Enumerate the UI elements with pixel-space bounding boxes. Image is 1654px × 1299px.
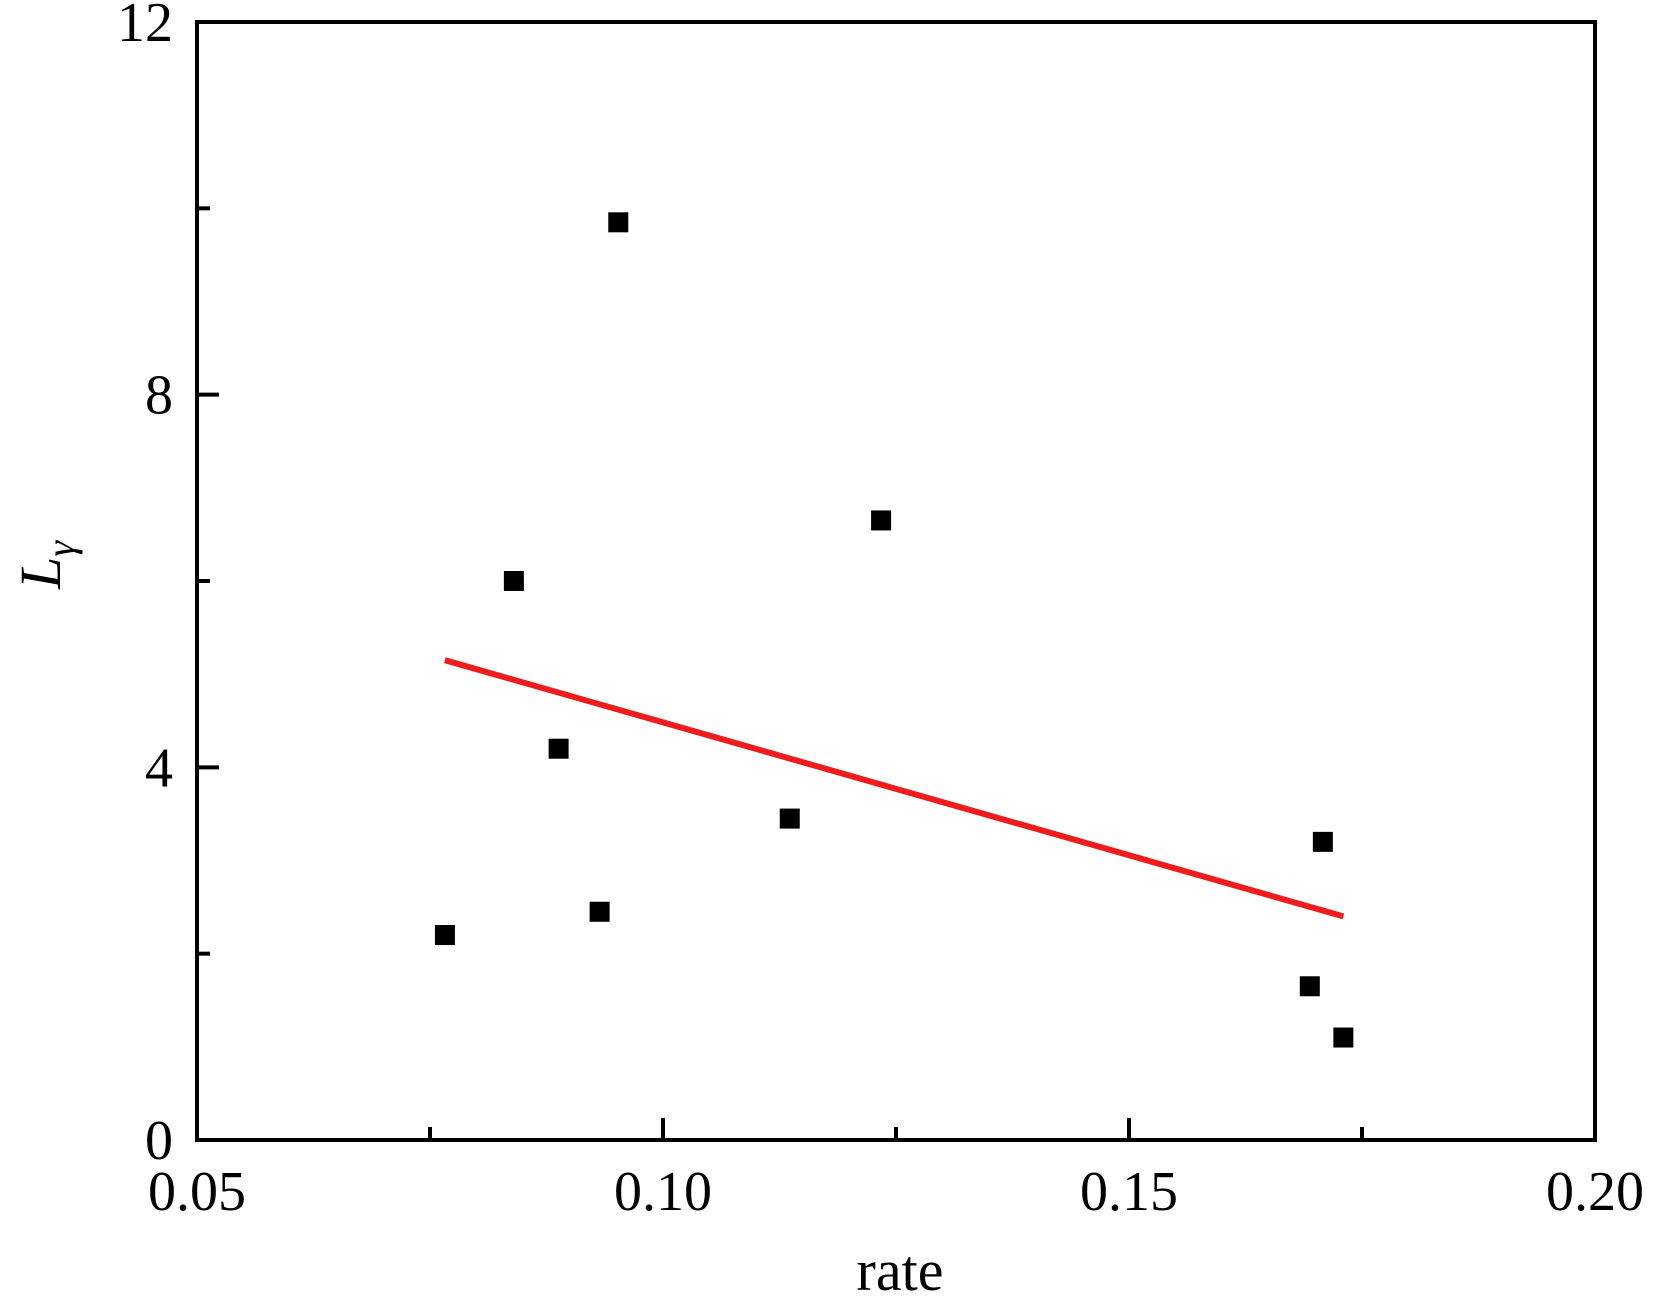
y-axis-title-main: L <box>8 557 73 590</box>
y-axis-title-text: Lγ <box>8 540 83 590</box>
y-axis-title-subscript: γ <box>38 540 83 557</box>
x-tick-label: 0.20 <box>1546 1161 1644 1223</box>
fit-line <box>444 657 1345 920</box>
y-tick-label: 12 <box>117 0 173 54</box>
data-point <box>1299 976 1320 997</box>
data-point <box>434 925 455 946</box>
data-point <box>548 738 569 759</box>
x-tick-label: 0.05 <box>148 1161 246 1223</box>
x-tick-label: 0.10 <box>614 1161 712 1223</box>
y-tick-label: 8 <box>145 365 173 427</box>
data-point <box>1333 1027 1354 1048</box>
data-point <box>503 571 524 591</box>
data-point <box>608 212 629 233</box>
y-tick-label: 0 <box>145 1110 173 1172</box>
tick-labels: 0.05 0.10 0.15 0.20 0 4 8 12 <box>117 0 1644 1223</box>
data-point <box>589 901 610 922</box>
data-point <box>871 510 892 531</box>
y-tick-label: 4 <box>145 737 173 799</box>
fit-line-layer <box>444 657 1345 920</box>
data-points <box>434 212 1354 1048</box>
plot-area <box>195 20 1597 1142</box>
axis-ticks <box>195 20 1597 1142</box>
y-axis-title: Lγ <box>8 540 83 590</box>
data-point <box>779 808 800 829</box>
data-point <box>1312 831 1333 852</box>
plot-frame <box>195 20 1597 1142</box>
x-axis-title: rate <box>857 1238 944 1299</box>
x-tick-label: 0.15 <box>1080 1161 1178 1223</box>
